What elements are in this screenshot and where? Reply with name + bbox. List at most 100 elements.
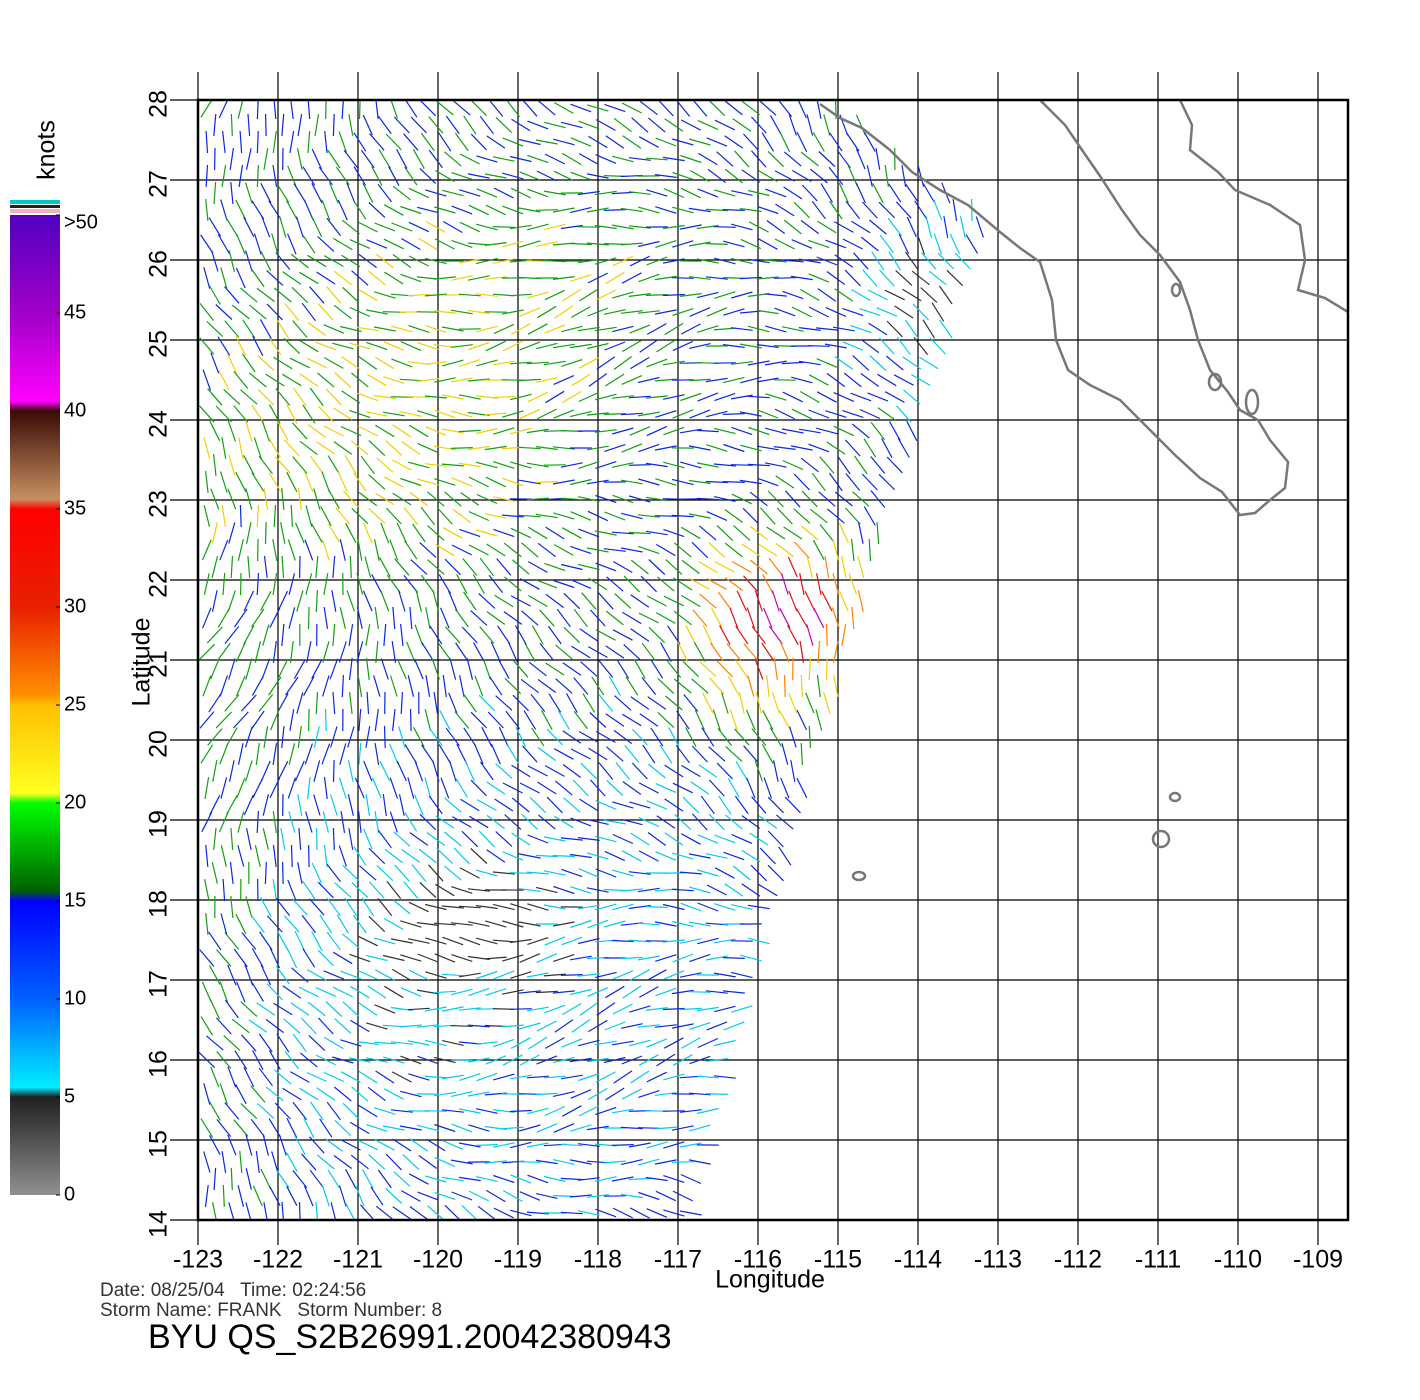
wind-vector [294,930,306,952]
colorbar-label: 40 [64,399,86,421]
wind-vector [662,939,685,943]
wind-vector [571,373,591,387]
wind-vector [546,728,563,746]
wind-vector [299,373,319,387]
wind-vector [535,990,558,994]
wind-vector [230,182,234,204]
wind-vector [522,100,538,117]
wind-vector [595,1106,617,1116]
wind-vector [783,186,803,200]
wind-vector [316,1154,335,1170]
wind-vector [817,640,821,664]
wind-vector [897,438,910,458]
wind-vector [654,1159,677,1165]
wind-vector [714,561,735,573]
wind-vector [458,905,481,909]
wind-vector [276,1033,290,1053]
wind-vector [612,494,634,504]
wind-vector [492,396,515,398]
wind-vector [603,309,626,315]
wind-vector [383,1056,405,1064]
wind-vector [612,1207,633,1219]
wind-vector [816,573,822,595]
wind-vector [268,1050,281,1070]
wind-vector [365,309,388,315]
wind-vector [290,844,293,868]
wind-vector [638,850,659,862]
wind-vector [861,201,878,219]
wind-vector [206,1035,224,1051]
wind-vector [834,356,854,370]
wind-vector [425,937,447,945]
wind-vector [396,149,408,169]
wind-vector [801,490,818,508]
wind-vector [777,100,793,117]
wind-vector [731,560,752,574]
wind-vector [269,1186,281,1206]
wind-vector [774,408,795,420]
wind-vector [356,573,364,595]
wind-vector [755,692,762,714]
wind-vector [655,1190,677,1202]
wind-vector [493,1174,515,1184]
wind-vector [697,834,719,844]
wind-vector [400,1190,421,1202]
wind-vector [603,1056,626,1064]
wind-vector [552,854,575,858]
wind-vector [863,438,877,458]
wind-vector [349,342,371,350]
wind-vector [222,131,226,153]
wind-vector [528,561,548,573]
wind-vector [510,393,532,401]
colorbar-label: 25 [64,693,86,715]
wind-vector [391,325,413,333]
wind-vector [766,675,770,697]
wind-vector [240,1001,258,1017]
wind-vector [272,131,277,153]
wind-vector [518,514,541,518]
wind-vector [455,778,469,798]
wind-vector [358,253,377,269]
wind-vector [578,461,600,469]
wind-vector [939,285,953,305]
wind-vector [655,543,676,557]
wind-vector [846,132,860,152]
wind-vector [366,1124,388,1132]
wind-vector [804,590,816,612]
wind-vector [358,1104,378,1118]
wind-vector [264,861,267,885]
wind-vector [324,131,328,153]
wind-vector [478,830,495,848]
wind-vector [650,727,664,747]
wind-vector [486,814,505,830]
wind-vector [586,242,609,246]
wind-vector [630,559,649,575]
wind-vector [273,287,292,303]
wind-vector [570,817,592,827]
wind-vector [807,345,830,347]
wind-vector [317,236,335,252]
wind-vector [416,1024,439,1028]
wind-vector [697,325,719,333]
wind-vector [742,507,760,525]
wind-vector [308,844,310,868]
wind-vector [762,574,774,594]
wind-vector [403,133,419,151]
wind-vector [494,798,514,812]
wind-vector [260,964,272,986]
wind-vector [696,224,719,230]
wind-vector [862,269,878,287]
wind-vector [539,609,555,627]
y-tick-label: 28 [145,90,173,118]
wind-vector [303,199,314,221]
wind-vector [663,595,684,607]
wind-vector [730,464,753,466]
wind-vector [612,427,634,435]
wind-vector [202,607,212,629]
wind-vector [713,427,736,435]
wind-vector [604,850,626,862]
wind-vector [370,1186,384,1206]
wind-vector [739,208,762,212]
wind-vector [646,425,668,437]
wind-vector [501,1126,524,1130]
